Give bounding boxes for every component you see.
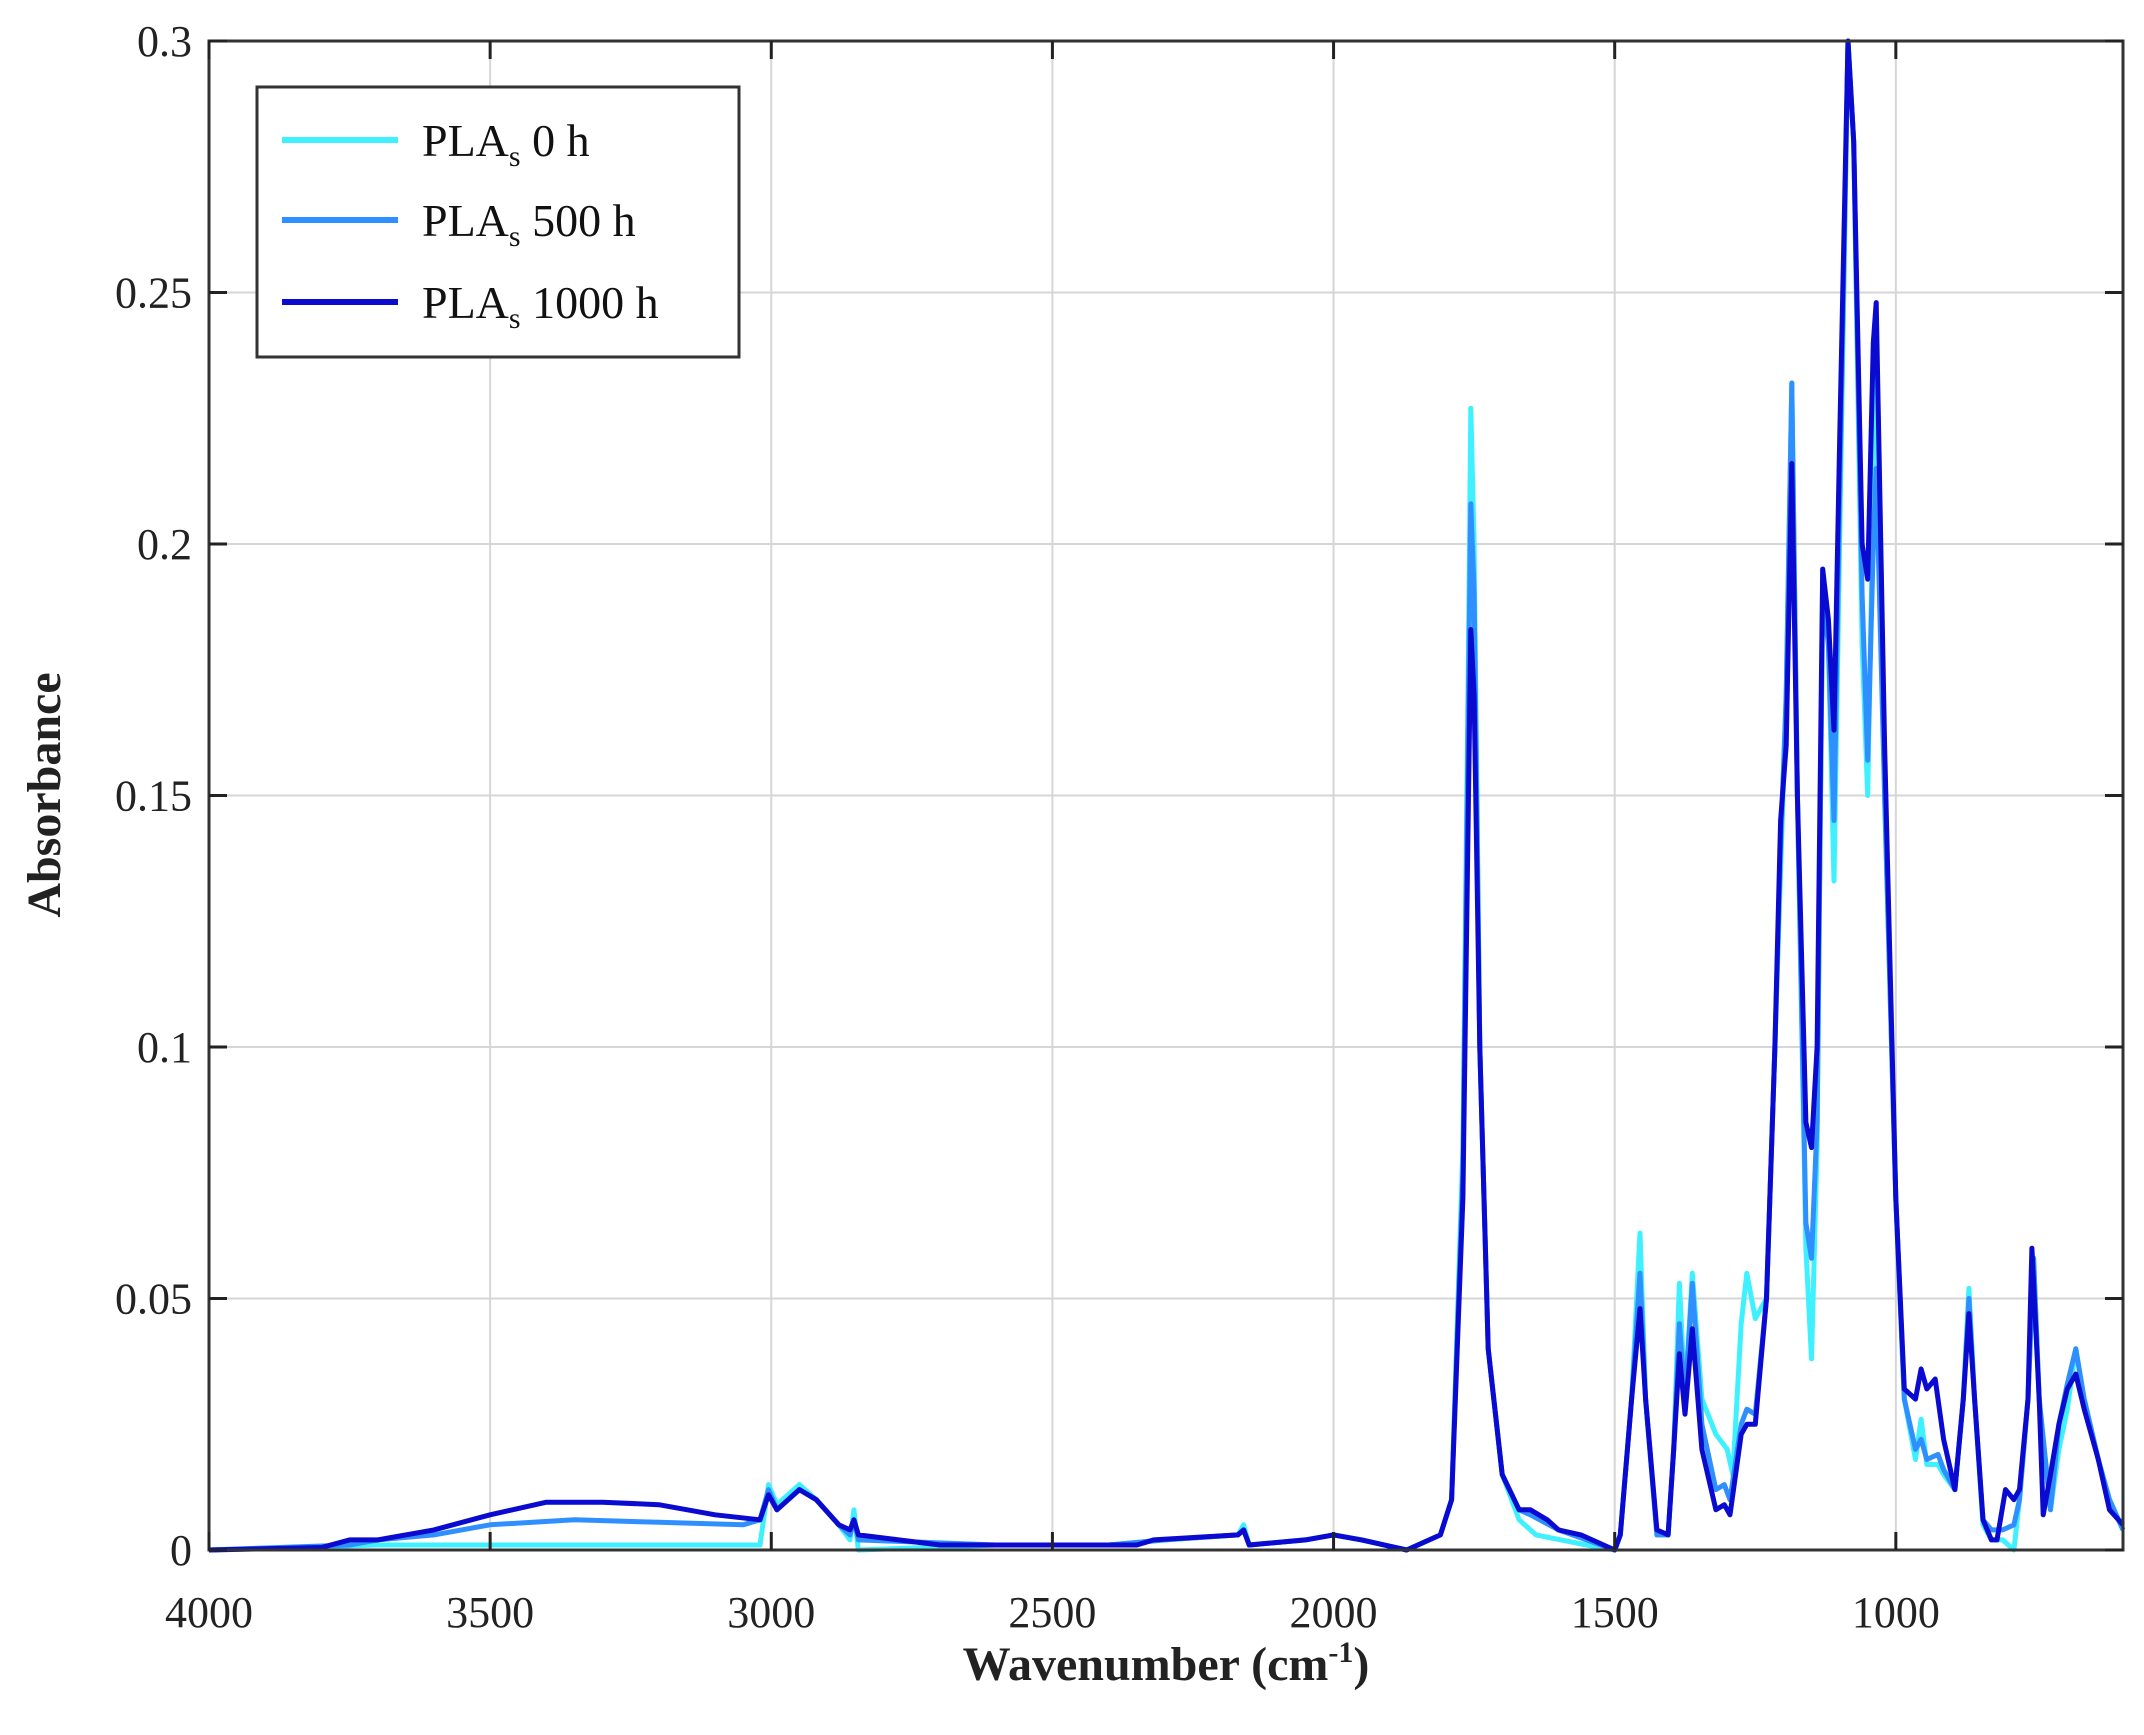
legend-item: PLAs 500 h (282, 195, 636, 253)
y-tick-label: 0.3 (137, 17, 192, 66)
legend-item: PLAs 1000 h (282, 277, 659, 335)
legend-label: PLAs 1000 h (422, 277, 659, 335)
x-tick-label: 2000 (1290, 1588, 1378, 1637)
legend-label: PLAs 500 h (422, 195, 636, 253)
legend-label: PLAs 0 h (422, 115, 590, 173)
x-tick-label: 3000 (727, 1588, 815, 1637)
x-tick-label: 1000 (1852, 1588, 1940, 1637)
y-axis-label: Absorbance (18, 672, 71, 917)
y-tick-label: 0 (170, 1526, 192, 1575)
legend-item: PLAs 0 h (282, 115, 590, 173)
series-line-2 (208, 38, 2125, 1553)
x-axis-label: Wavenumber (cm-1) (963, 1636, 1370, 1691)
y-tick-label: 0.1 (137, 1023, 192, 1072)
series-lines (208, 38, 2126, 1553)
y-tick-label: 0.15 (115, 772, 192, 821)
y-tick-label: 0.2 (137, 520, 192, 569)
x-tick-label: 3500 (446, 1588, 534, 1637)
x-tick-label: 1500 (1571, 1588, 1659, 1637)
ticks: 4000 3500 3000 2500 2000 1500 1000 0 0.05 0.1 0.15… (115, 17, 2123, 1637)
legend: PLAs 0 h PLAs 500 h PLAs 1000 h (255, 85, 741, 359)
x-tick-label: 2500 (1008, 1588, 1096, 1637)
x-tick-label: 4000 (165, 1588, 253, 1637)
y-tick-label: 0.05 (115, 1275, 192, 1324)
y-tick-label: 0.25 (115, 269, 192, 318)
